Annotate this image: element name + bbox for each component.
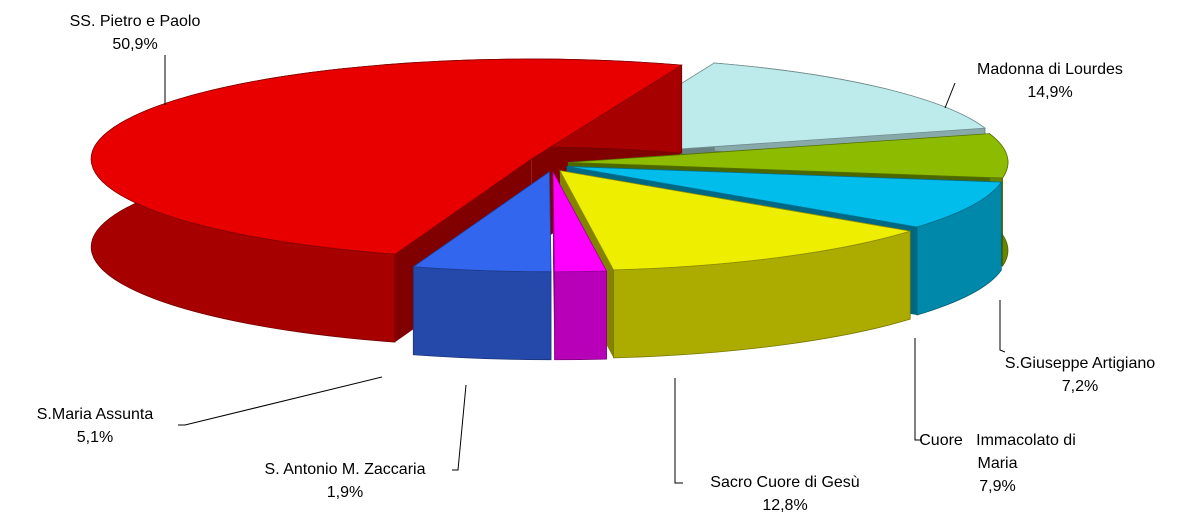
slice-side: [412, 266, 552, 361]
slice: [412, 170, 552, 273]
data-label: S. Antonio M. Zaccaria 1,9%: [225, 458, 465, 504]
category-label: Cuore Immacolato di Maria: [919, 432, 1081, 472]
slice: [412, 170, 552, 361]
leader-line: [452, 384, 467, 471]
value-label: 14,9%: [1027, 84, 1073, 101]
leader-line: [674, 378, 683, 484]
leader-line: [944, 82, 956, 109]
category-label: S.Giuseppe Artigiano: [1004, 355, 1156, 372]
slice: [90, 58, 683, 255]
slice: [559, 170, 911, 359]
data-label: S.Maria Assunta 5,1%: [0, 403, 190, 449]
data-label: SS. Pietro e Paolo 50,9%: [20, 10, 250, 56]
category-label: Madonna di Lourdes: [977, 61, 1123, 78]
value-label: 7,9%: [979, 478, 1016, 495]
value-label: 7,2%: [1061, 378, 1099, 395]
value-label: 1,9%: [326, 484, 364, 501]
value-label: 12,8%: [762, 497, 808, 514]
category-label: S.Maria Assunta: [36, 406, 154, 423]
slice: [552, 171, 608, 273]
data-label: Sacro Cuore di Gesù 12,8%: [670, 471, 900, 517]
slice-side: [554, 270, 607, 361]
slice: [566, 166, 1003, 228]
data-label: Cuore Immacolato di Maria 7,9%: [910, 429, 1085, 498]
data-label: Madonna di Lourdes 14,9%: [945, 58, 1155, 104]
data-label: S.Giuseppe Artigiano 7,2%: [975, 352, 1185, 398]
slice: [552, 171, 608, 361]
leader-line: [914, 338, 922, 441]
leader-line: [178, 376, 383, 426]
value-label: 50,9%: [112, 36, 158, 53]
value-label: 5,1%: [76, 429, 114, 446]
category-label: SS. Pietro e Paolo: [69, 13, 201, 30]
slice: [567, 133, 1009, 179]
leader-line: [999, 300, 1006, 353]
category-label: S. Antonio M. Zaccaria: [264, 461, 426, 478]
slice: [559, 170, 911, 271]
category-label: Sacro Cuore di Gesù: [710, 474, 860, 491]
slice: [90, 58, 683, 343]
